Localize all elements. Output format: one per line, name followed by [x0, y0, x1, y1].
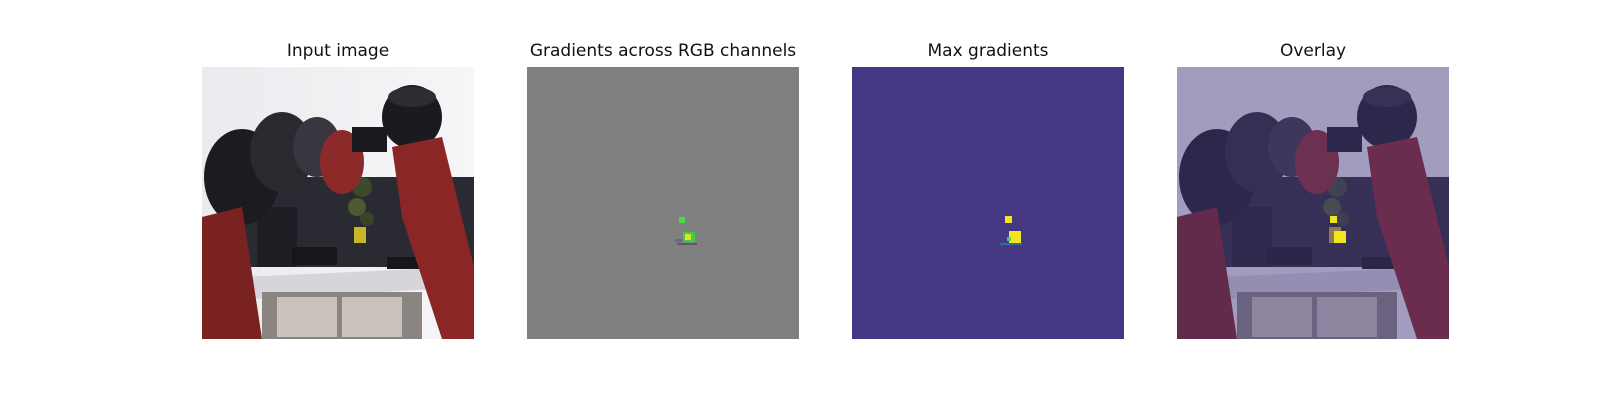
input-image: [202, 67, 474, 339]
max-gradient-heatmap: [852, 67, 1124, 339]
panel-title-max-gradients: Max gradients: [927, 41, 1049, 61]
rgb-gradient-image: [527, 67, 799, 339]
panel-title-rgb-gradients: Gradients across RGB channels: [529, 41, 797, 61]
heatmap-overlay-photo: [1177, 67, 1449, 339]
max-gradient-image: [852, 67, 1124, 339]
panel-title-overlay: Overlay: [1279, 41, 1347, 61]
panel-title-input-image: Input image: [286, 41, 390, 61]
robot-arm-photo: [202, 67, 474, 339]
overlay-image: [1177, 67, 1449, 339]
rgb-gradient-map: [527, 67, 799, 339]
